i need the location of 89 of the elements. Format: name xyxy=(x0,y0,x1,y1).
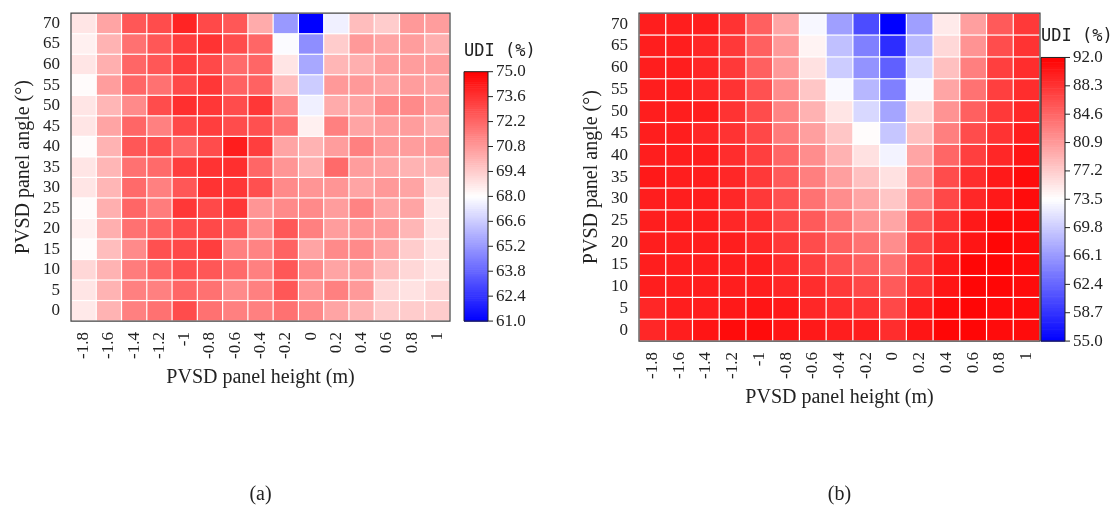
color-bar-label: 65.2 xyxy=(496,235,526,255)
x-tick-label: -1.4 xyxy=(695,351,715,380)
y-tick-label: 5 xyxy=(619,297,628,317)
y-tick-label: 60 xyxy=(43,53,60,73)
y-tick-label: 35 xyxy=(611,166,628,186)
x-tick-label: 0.4 xyxy=(351,331,371,354)
x-tick-label: -0.8 xyxy=(775,352,795,380)
color-bar-label: 62.4 xyxy=(1073,273,1104,293)
x-tick-label: -0.6 xyxy=(802,352,822,380)
y-tick-label: 65 xyxy=(611,35,628,55)
text: (b) xyxy=(827,482,852,506)
x-tick-label: -0.2 xyxy=(855,352,875,380)
text: (a) xyxy=(249,482,272,506)
color-bar-label: 88.3 xyxy=(1073,75,1103,95)
color-bar-label: 84.6 xyxy=(1073,103,1103,123)
x-tick-label: 0 xyxy=(882,352,902,361)
x-tick-label: -0.4 xyxy=(249,331,269,360)
y-tick-label: 30 xyxy=(43,177,60,197)
x-tick-label: 0.4 xyxy=(935,351,955,374)
y-axis-title: PVSD panel angle (°) xyxy=(11,80,35,255)
color-bar-label: 58.7 xyxy=(1073,302,1104,322)
y-tick-label: 55 xyxy=(611,79,628,99)
x-axis-title: PVSD panel height (m) xyxy=(745,385,934,409)
x-tick-label: 0.6 xyxy=(376,332,396,354)
color-bar-label: 69.4 xyxy=(496,160,527,180)
y-tick-label: 0 xyxy=(51,300,60,320)
y-tick-label: 45 xyxy=(43,115,60,135)
color-bar-label: 80.9 xyxy=(1073,132,1103,152)
y-tick-label: 25 xyxy=(611,210,628,230)
y-tick-label: 15 xyxy=(611,254,628,274)
x-tick-label: -1.2 xyxy=(148,332,168,360)
color-bar-title: UDI (%) xyxy=(464,39,536,60)
x-tick-label: -0.8 xyxy=(199,332,219,360)
x-tick-label: -1.8 xyxy=(73,332,93,360)
color-bar-label: 72.2 xyxy=(496,111,526,131)
y-tick-label: 50 xyxy=(43,95,60,115)
color-bar-label: 55.0 xyxy=(1073,330,1103,350)
y-tick-label: 15 xyxy=(43,238,60,258)
x-tick-label: -1.6 xyxy=(668,352,688,380)
x-tick-label: -1.6 xyxy=(98,332,118,360)
y-tick-label: 25 xyxy=(43,197,60,217)
color-bar-label: 61.0 xyxy=(496,310,526,330)
color-bar-label: 62.4 xyxy=(496,285,527,305)
x-tick-label: 0.2 xyxy=(325,332,345,354)
x-tick-label: 0.8 xyxy=(989,352,1009,374)
y-tick-label: 30 xyxy=(611,188,628,208)
color-bar-title: UDI (%) xyxy=(1041,25,1113,46)
x-tick-label: -0.4 xyxy=(828,351,848,380)
y-tick-label: 60 xyxy=(611,57,628,77)
color-bar-label: 66.6 xyxy=(496,210,526,230)
color-bar-label: 73.5 xyxy=(1073,188,1103,208)
y-tick-label: 20 xyxy=(43,218,60,238)
x-tick-label: 0 xyxy=(300,332,320,341)
color-bar-label: 69.8 xyxy=(1073,217,1103,237)
color-bar-label: 77.2 xyxy=(1073,160,1103,180)
color-bar-label: 73.6 xyxy=(496,86,526,106)
color-bar-label: 92.0 xyxy=(1073,46,1103,66)
x-tick-label: 1 xyxy=(426,332,446,341)
y-tick-label: 5 xyxy=(51,279,60,299)
y-tick-label: 45 xyxy=(611,122,628,142)
x-axis-title: PVSD panel height (m) xyxy=(166,365,355,389)
y-tick-label: 70 xyxy=(611,13,628,33)
y-tick-label: 40 xyxy=(611,144,628,164)
y-tick-label: 20 xyxy=(611,232,628,252)
y-tick-label: 70 xyxy=(43,12,60,32)
x-tick-label: -0.2 xyxy=(275,332,295,360)
y-tick-label: 50 xyxy=(611,101,628,121)
x-tick-label: -1 xyxy=(748,352,768,367)
x-tick-label: -1.2 xyxy=(722,352,742,380)
y-tick-label: 40 xyxy=(43,136,60,156)
y-tick-label: 10 xyxy=(611,275,628,295)
y-axis-title: PVSD panel angle (°) xyxy=(579,90,603,265)
y-tick-label: 35 xyxy=(43,156,60,176)
x-tick-label: -0.6 xyxy=(224,332,244,360)
x-tick-label: 0.2 xyxy=(909,352,929,374)
x-tick-label: 0.8 xyxy=(401,332,421,354)
y-tick-label: 65 xyxy=(43,33,60,53)
y-tick-label: 55 xyxy=(43,74,60,94)
x-tick-label: 0.6 xyxy=(962,352,982,374)
x-tick-label: -1.8 xyxy=(641,352,661,380)
y-tick-label: 10 xyxy=(43,259,60,279)
x-tick-label: 1 xyxy=(1016,352,1036,361)
x-tick-label: -1.4 xyxy=(123,331,143,360)
color-bar-label: 70.8 xyxy=(496,135,526,155)
color-bar-label: 75.0 xyxy=(496,61,526,81)
color-bar-label: 68.0 xyxy=(496,185,526,205)
color-bar-label: 63.8 xyxy=(496,260,526,280)
x-tick-label: -1 xyxy=(174,332,194,347)
color-bar-label: 66.1 xyxy=(1073,245,1103,265)
